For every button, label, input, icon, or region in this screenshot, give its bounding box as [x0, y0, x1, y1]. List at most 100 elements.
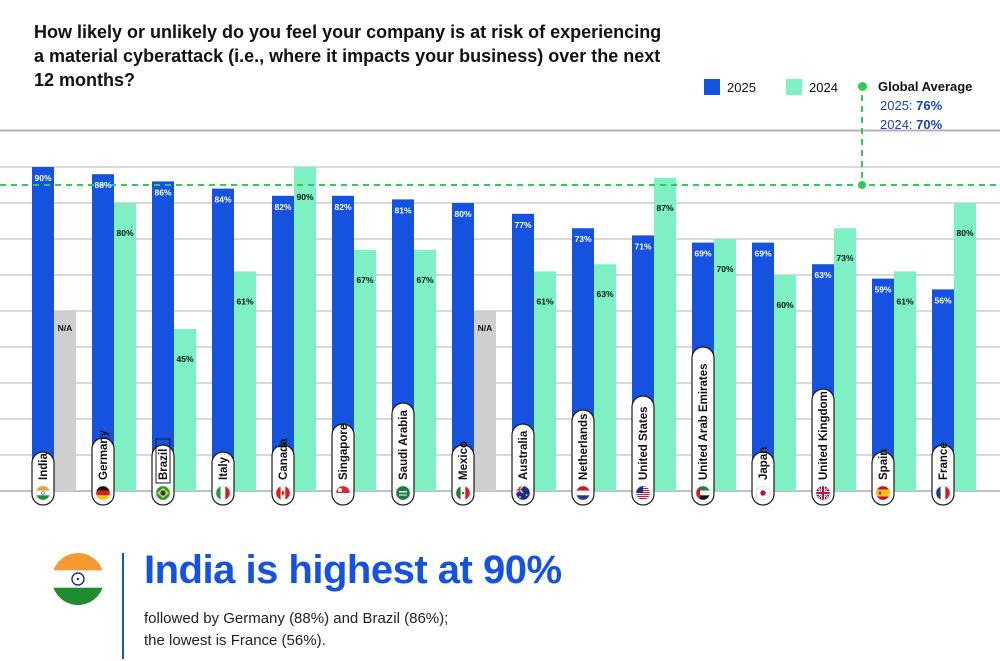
legend-swatch-2024 [786, 79, 802, 95]
category-pill [691, 346, 715, 506]
united-states-flag-icon [635, 485, 651, 501]
category-label: Mexico [458, 441, 470, 480]
category-uae: United Arab Emirates [691, 346, 715, 506]
callout-headline: India is highest at 90% [144, 548, 562, 592]
chart-title: How likely or unlikely do you feel your … [34, 22, 662, 90]
category-pill [571, 409, 595, 506]
legend-swatch-2025 [704, 79, 720, 95]
bar-2025 [212, 188, 234, 491]
data-label-2025: 84% [214, 195, 231, 205]
bar-2024 [534, 271, 556, 491]
data-label-2024: N/A [478, 323, 493, 333]
category-germany: Germany [91, 430, 115, 506]
global-average-marker [858, 181, 866, 189]
spain-flag-icon [875, 485, 891, 501]
global-2025-label: 2025: [880, 98, 913, 113]
netherlands-flag-icon [575, 485, 591, 501]
data-label-2025: 73% [574, 234, 591, 244]
global-average-2025: 2025: 76% [880, 98, 942, 113]
category-pill [331, 423, 355, 506]
bar-2024 [654, 177, 676, 492]
bar-2024 [834, 228, 856, 491]
data-label-2025: 88% [94, 180, 111, 190]
germany-flag-icon [95, 485, 111, 501]
category-france: France [931, 442, 955, 506]
category-label: United Arab Emirates [698, 363, 710, 480]
data-label-2025: 59% [874, 285, 891, 295]
data-label-2024: 87% [656, 203, 673, 213]
category-label: Canada [278, 438, 290, 480]
category-label: United States [638, 407, 650, 481]
category-pill [391, 402, 415, 506]
bar-2024 [294, 167, 316, 491]
category-brazil: Brazil [151, 438, 175, 506]
category-label: Australia [518, 430, 530, 480]
data-labels: 90% N/A 88% 80% 86% 45% 84% 61% 82% 90% 82% 67% 81% 6… [34, 173, 973, 364]
data-label-2024: 73% [836, 253, 853, 263]
singapore-flag-icon [335, 485, 351, 501]
data-label-2025: 81% [394, 205, 411, 215]
bar-chart: 90% N/A 88% 80% 86% 45% 84% 61% 82% 90% 82% 67% 81% 6… [0, 95, 1000, 506]
category-united-states: United States [631, 395, 655, 506]
category-label: United Kingdom [818, 391, 830, 480]
mexico-flag-icon [455, 485, 471, 501]
data-label-2024: 70% [716, 264, 733, 274]
uae-flag-icon [695, 485, 711, 501]
data-label-2025: 80% [454, 209, 471, 219]
category-spain: Spain [871, 449, 895, 506]
data-label-2024: 90% [296, 192, 313, 202]
category-highlight-box [155, 438, 171, 484]
bar-2025 [332, 195, 354, 492]
category-label: Germany [98, 430, 110, 480]
legend-item-2025: 2025 [704, 79, 756, 95]
bar-2024-na [474, 311, 496, 491]
italy-flag-icon [215, 485, 231, 501]
data-label-2024: 45% [176, 354, 193, 364]
bar-2025 [872, 278, 894, 491]
bar-2025 [512, 213, 534, 492]
callout-divider [122, 553, 124, 659]
data-label-2025: 77% [514, 220, 531, 230]
category-label: Japan [758, 447, 770, 480]
united-kingdom-flag-icon [815, 485, 831, 501]
data-label-2025: 90% [34, 173, 51, 183]
data-label-2024: 60% [776, 300, 793, 310]
data-label-2025: 56% [934, 295, 951, 305]
global-2024-value: 70% [916, 117, 943, 132]
legend-label-2024: 2024 [809, 80, 838, 95]
bar-2025 [152, 181, 174, 491]
bar-2024 [774, 275, 796, 491]
category-label: France [938, 442, 950, 480]
legend-item-2024: 2024 [786, 79, 838, 95]
category-italy: Italy [211, 451, 235, 506]
data-label-2024: 63% [596, 289, 613, 299]
data-label-2024: 61% [896, 296, 913, 306]
category-labels: India Germany Brazil Italy Canada Singapore Sa… [31, 346, 955, 506]
category-label: Netherlands [578, 414, 590, 480]
saudi-arabia-flag-icon [395, 485, 411, 501]
bar-2024 [894, 271, 916, 491]
category-pill [511, 423, 535, 506]
category-label: Saudi Arabia [398, 410, 410, 480]
category-mexico: Mexico [451, 441, 475, 506]
brazil-flag-icon [155, 485, 171, 501]
callout-sub-line-2: the lowest is France (56%). [144, 632, 326, 649]
callout-sub-line-1: followed by Germany (88%) and Brazil (86… [144, 610, 449, 627]
category-pill [811, 388, 835, 506]
category-singapore: Singapore [331, 423, 355, 506]
data-label-2025: 71% [634, 241, 651, 251]
category-japan: Japan [751, 447, 775, 506]
data-label-2025: 63% [814, 270, 831, 280]
bar-2024 [234, 271, 256, 491]
data-label-2025: 82% [334, 202, 351, 212]
category-label: Brazil [158, 449, 170, 480]
data-label-2025: 82% [274, 202, 291, 212]
data-label-2025: 69% [754, 249, 771, 259]
global-average-line [0, 95, 1000, 189]
bar-2025 [272, 195, 294, 492]
global-average-title: Global Average [878, 79, 973, 94]
india-flag-icon [35, 485, 51, 501]
category-australia: Australia [511, 423, 535, 506]
category-netherlands: Netherlands [571, 409, 595, 506]
category-saudi-arabia: Saudi Arabia [391, 402, 415, 506]
